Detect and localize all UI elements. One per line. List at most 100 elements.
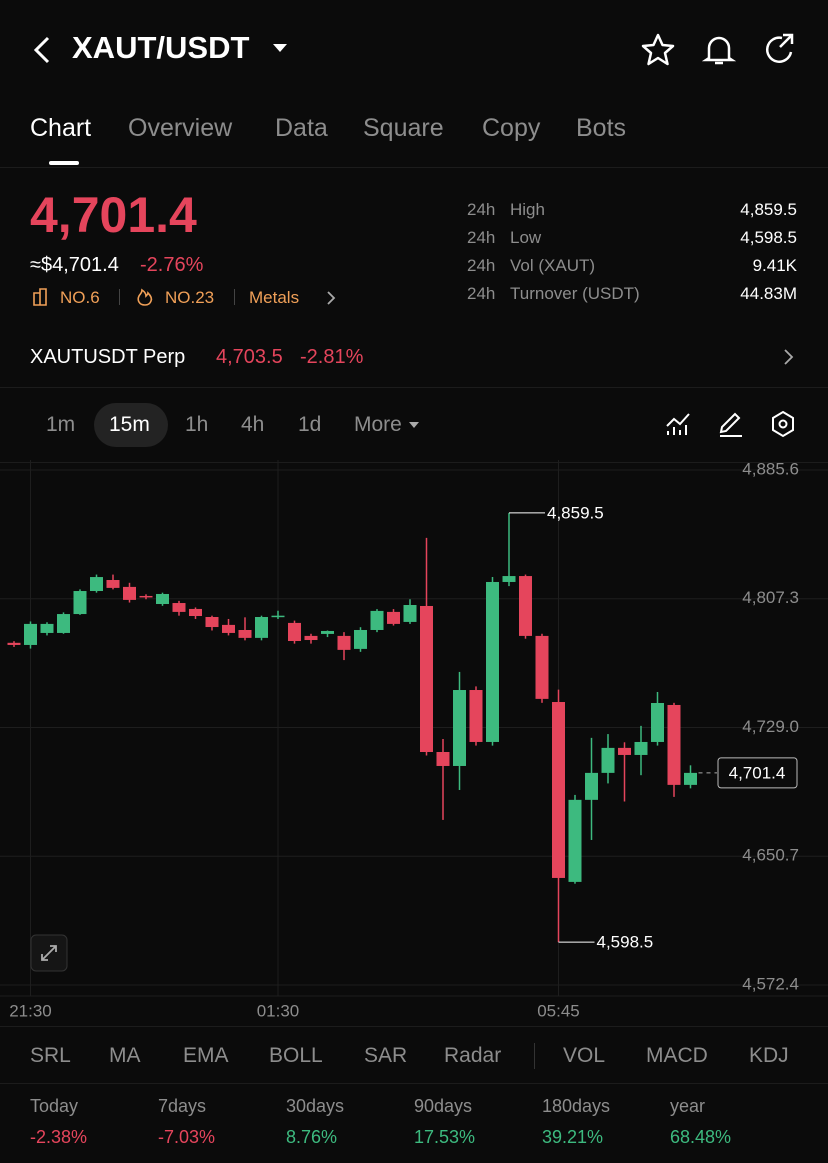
rank[interactable]: NO.6 <box>60 288 100 307</box>
divider <box>119 289 120 305</box>
stat-label: Low <box>510 228 542 247</box>
low-label: 4,598.5 <box>597 933 654 952</box>
stat-label: Vol (XAUT) <box>510 256 596 275</box>
candle-body <box>667 704 681 785</box>
share-icon[interactable] <box>762 32 798 68</box>
candle-body <box>387 611 400 624</box>
candle-body <box>337 635 351 650</box>
candle-body <box>634 741 648 755</box>
candle-body <box>354 629 367 649</box>
stat-value: 4,598.5 <box>740 228 797 247</box>
indicator[interactable]: EMA <box>183 1044 229 1067</box>
candle-body <box>222 624 235 633</box>
dropdown-icon[interactable] <box>272 42 288 54</box>
interval-active-bg <box>94 403 168 447</box>
candle-body <box>502 576 516 582</box>
divider <box>0 167 828 168</box>
period-label: year <box>670 1096 706 1116</box>
tab[interactable]: Bots <box>576 114 627 142</box>
x-tick-label: 05:45 <box>537 1001 580 1020</box>
candle-body <box>73 591 87 615</box>
interval[interactable]: More <box>354 413 402 436</box>
back-icon[interactable] <box>28 34 54 66</box>
indicator[interactable]: SAR <box>364 1044 408 1067</box>
chevron[interactable] <box>782 348 796 366</box>
y-tick-label: 4,885.6 <box>742 460 799 478</box>
candlestick-chart[interactable]: 4,572.4 4,650.7 4,729.0 4,807.3 4,885.6 21:30… <box>0 460 828 1026</box>
tab[interactable]: Copy <box>482 114 541 142</box>
candle-body <box>601 747 615 773</box>
tab[interactable]: Data <box>275 114 328 142</box>
interval[interactable]: 1m <box>46 413 76 436</box>
divider <box>0 462 828 463</box>
indicator[interactable]: BOLL <box>269 1044 323 1067</box>
candle-body <box>288 622 301 642</box>
candle-body <box>40 623 54 633</box>
x-tick-label: 21:30 <box>9 1001 52 1020</box>
period-change: 68.48% <box>670 1127 732 1147</box>
y-tick-label: 4,572.4 <box>742 974 799 993</box>
interval[interactable]: 1d <box>298 413 322 436</box>
perp-name[interactable]: XAUTUSDT Perp <box>30 346 186 368</box>
candle-body <box>90 577 103 592</box>
interval[interactable]: 1h <box>185 413 209 436</box>
hot-rank[interactable]: NO.23 <box>165 288 215 307</box>
star-icon[interactable] <box>640 32 676 68</box>
settings-icon[interactable] <box>769 410 797 438</box>
indicator[interactable]: MACD <box>646 1044 708 1067</box>
candle-body <box>552 702 565 878</box>
y-tick-label: 4,650.7 <box>742 846 799 865</box>
candle-body <box>453 690 466 766</box>
candle-body <box>486 581 499 742</box>
tab[interactable]: Overview <box>128 114 233 142</box>
stat-period: 24h <box>467 228 496 247</box>
bell-icon[interactable] <box>702 32 736 68</box>
period-label: 30days <box>286 1096 345 1116</box>
fullscreen-icon[interactable] <box>30 934 68 972</box>
period-change: 17.53% <box>414 1127 476 1147</box>
period-change: 8.76% <box>286 1127 338 1147</box>
y-tick-label: 4,729.0 <box>742 717 799 736</box>
pair-title[interactable]: XAUT/USDT <box>72 30 250 65</box>
dropdown-icon[interactable] <box>408 420 420 430</box>
period-label: 7days <box>158 1096 207 1116</box>
x-tick-label: 01:30 <box>257 1001 300 1020</box>
usd-price: ≈$4,701.4 <box>30 254 119 276</box>
indicator[interactable]: SRL <box>30 1044 71 1067</box>
draw-icon[interactable] <box>717 410 745 438</box>
tab[interactable]: Square <box>363 114 444 142</box>
sector[interactable]: Metals <box>249 288 300 307</box>
interval[interactable]: 4h <box>241 413 265 436</box>
y-tick-label: 4,807.3 <box>742 588 799 607</box>
candle-body <box>568 799 582 882</box>
candle-body <box>271 615 285 618</box>
candle-body <box>651 702 664 742</box>
candle-body <box>172 603 186 612</box>
candle-body <box>370 610 384 630</box>
candle-body <box>420 605 433 753</box>
divider <box>0 1083 828 1084</box>
stat-value: 4,859.5 <box>740 200 797 219</box>
interval[interactable]: 15m <box>109 413 150 436</box>
candle-body <box>255 617 268 638</box>
period-label: 180days <box>542 1096 611 1116</box>
candle-body <box>469 690 483 742</box>
period-change: -7.03% <box>158 1127 216 1147</box>
indicator[interactable]: MA <box>109 1044 141 1067</box>
indicator-icon[interactable] <box>664 410 692 438</box>
period-change: -2.38% <box>30 1127 88 1147</box>
period-label: 90days <box>414 1096 473 1116</box>
indicator[interactable]: VOL <box>563 1044 606 1067</box>
candle-body <box>205 617 219 628</box>
stat-label: Turnover (USDT) <box>510 284 640 303</box>
candle-body <box>304 635 318 641</box>
tab[interactable]: Chart <box>30 114 92 142</box>
indicator[interactable]: KDJ <box>749 1044 789 1067</box>
divider <box>0 1026 828 1027</box>
candle-body <box>403 604 417 622</box>
candle-body <box>106 580 120 588</box>
indicator[interactable]: Radar <box>444 1044 502 1067</box>
stat-value: 44.83M <box>740 284 797 303</box>
candle-body <box>519 576 532 636</box>
